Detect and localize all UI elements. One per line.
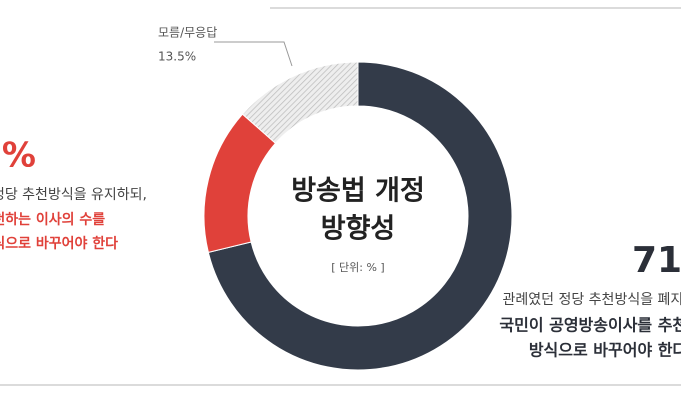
unit-label: [ 단위: % ] (331, 261, 384, 274)
chart-title: 방향성 (321, 214, 396, 245)
category-label: 국민이 공영방송이사를 추천하는 (499, 316, 681, 335)
category-label: 모름/무응답 (158, 26, 217, 40)
value-label: 15.3% (0, 136, 36, 176)
donut-slice (241, 61, 359, 144)
chart-title: 방송법 개정 (291, 176, 425, 207)
value-label: 13.5% (158, 50, 196, 64)
category-label: 국민이 추천하는 이사의 수를 (0, 211, 105, 228)
category-label: 관례였던 정당 추천방식을 유지하되, (0, 187, 147, 203)
donut-slice (203, 113, 277, 254)
category-label: 관례였던 정당 추천방식을 폐지하고, (503, 292, 681, 308)
donut-slice (207, 61, 513, 371)
category-label: 방식으로 바꾸어야 한다 (529, 341, 681, 360)
value-label: 71.2% (632, 240, 681, 281)
category-label: 늘리는 방식으로 바꾸어야 한다 (0, 235, 118, 252)
leader-line (214, 41, 293, 67)
